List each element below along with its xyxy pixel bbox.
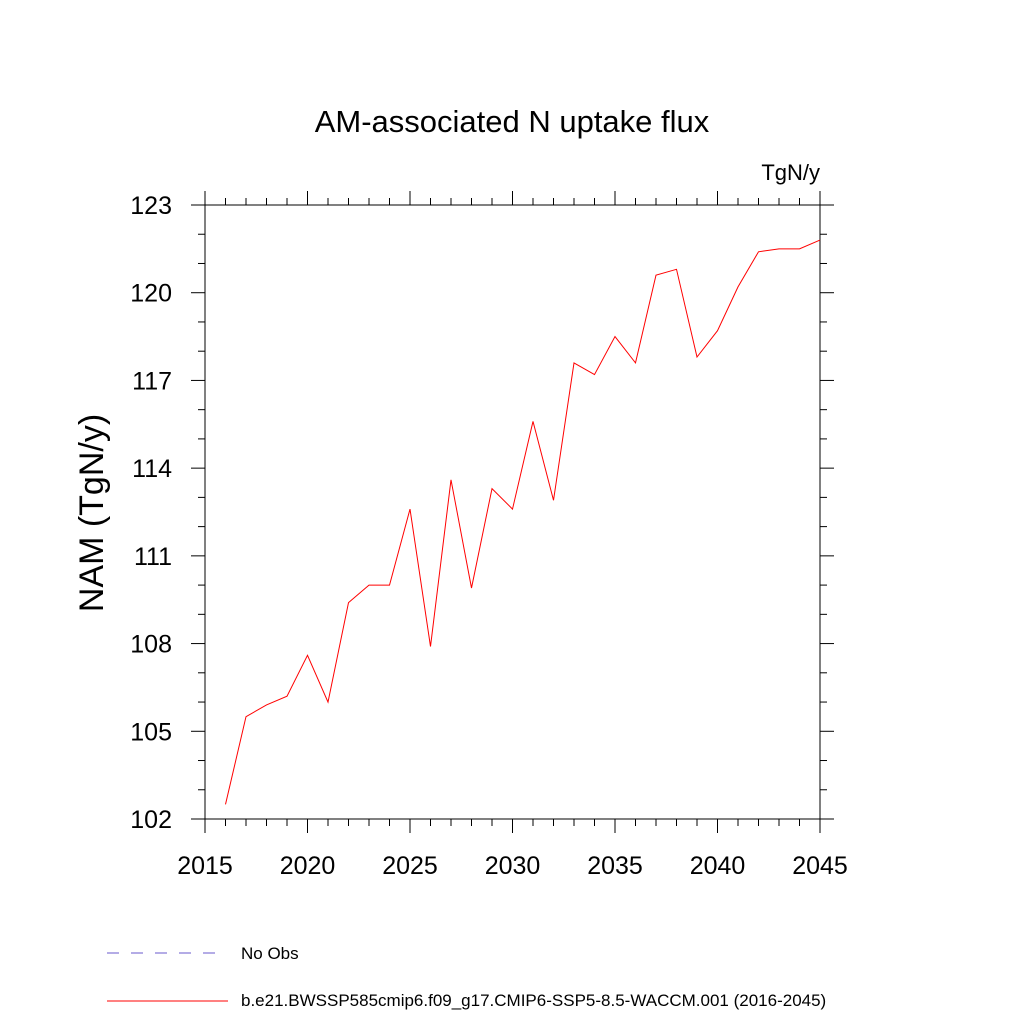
legend-label-model-run: b.e21.BWSSP585cmip6.f09_g17.CMIP6-SSP5-8… bbox=[241, 991, 826, 1010]
x-tick-labels: 2015 2020 2025 2030 2035 2040 2045 bbox=[177, 852, 848, 880]
y-tick-label: 102 bbox=[130, 806, 172, 834]
legend-item-model-run: b.e21.BWSSP585cmip6.f09_g17.CMIP6-SSP5-8… bbox=[107, 991, 826, 1010]
chart-title: AM-associated N uptake flux bbox=[315, 104, 710, 139]
y-axis-label: NAM (TgN/y) bbox=[73, 414, 111, 612]
x-tick-label: 2040 bbox=[690, 852, 746, 880]
plot-frame bbox=[204, 204, 821, 820]
axis-ticks bbox=[191, 191, 834, 833]
x-tick-label: 2015 bbox=[177, 852, 233, 880]
legend-item-no-obs: No Obs bbox=[107, 944, 299, 963]
y-tick-label: 123 bbox=[130, 192, 172, 220]
y-tick-label: 117 bbox=[132, 367, 172, 395]
series-layer bbox=[225, 239, 821, 805]
y-tick-label: 111 bbox=[134, 543, 172, 571]
units-label: TgN/y bbox=[761, 160, 820, 185]
x-tick-label: 2025 bbox=[382, 852, 438, 880]
series-line-0 bbox=[225, 239, 821, 805]
y-tick-label: 120 bbox=[130, 280, 172, 308]
x-tick-label: 2035 bbox=[587, 852, 643, 880]
y-tick-label: 114 bbox=[132, 455, 172, 483]
legend-label-no-obs: No Obs bbox=[241, 944, 299, 963]
legend: No Obs b.e21.BWSSP585cmip6.f09_g17.CMIP6… bbox=[107, 944, 826, 1010]
y-tick-labels: 102 105 108 111 114 117 120 123 bbox=[130, 192, 172, 834]
x-tick-label: 2030 bbox=[485, 852, 541, 880]
x-tick-label: 2045 bbox=[792, 852, 848, 880]
y-tick-label: 105 bbox=[130, 718, 172, 746]
y-tick-label: 108 bbox=[130, 631, 172, 659]
x-tick-label: 2020 bbox=[280, 852, 336, 880]
